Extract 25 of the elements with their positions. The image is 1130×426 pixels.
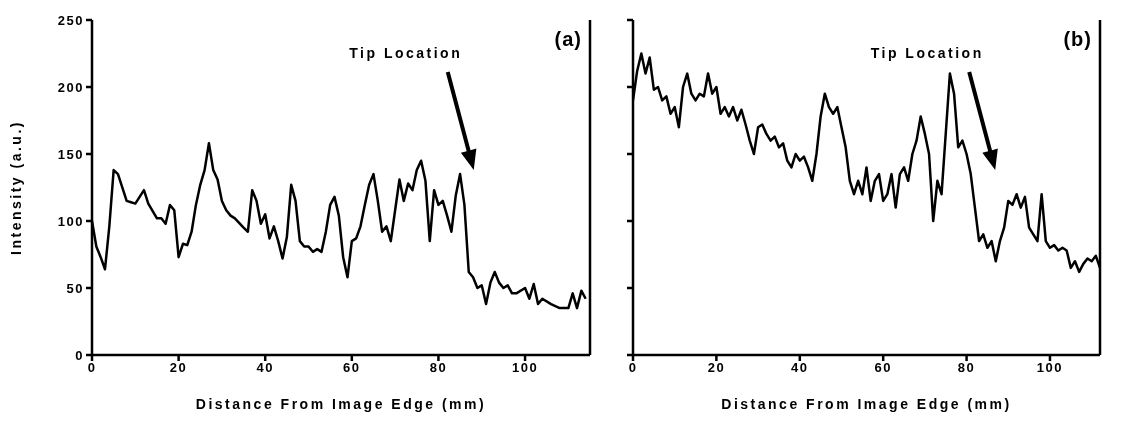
annotation: (b) [1063, 28, 1092, 50]
x-tick-label: 80 [429, 360, 448, 376]
annotation: Tip Location [870, 45, 984, 61]
x-axis-title: Distance From Image Edge (mm) [721, 396, 1012, 412]
y-tick-label: 100 [57, 213, 84, 229]
x-tick-label: 60 [343, 360, 361, 376]
y-tick-label: 200 [57, 79, 84, 95]
y-tick-label: 150 [57, 146, 84, 162]
y-tick-label: 250 [57, 12, 84, 28]
y-tick-label: 50 [66, 280, 84, 296]
annotation: (a) [554, 28, 582, 50]
x-tick-label: 60 [874, 360, 892, 376]
x-tick-label: 0 [87, 360, 97, 376]
x-tick-label: 100 [511, 360, 539, 376]
x-tick-label: 40 [256, 360, 274, 376]
x-tick-label: 100 [1036, 360, 1064, 376]
x-tick-label: 80 [957, 360, 976, 376]
y-tick-label: 0 [75, 347, 84, 363]
x-tick-label: 40 [791, 360, 809, 376]
y-axis-title: Intensity (a.u.) [7, 120, 24, 255]
x-tick-label: 0 [628, 360, 638, 376]
x-tick-label: 20 [169, 360, 188, 376]
x-tick-label: 20 [707, 360, 726, 376]
x-axis-title: Distance From Image Edge (mm) [195, 396, 487, 412]
annotation: Tip Location [349, 45, 463, 61]
